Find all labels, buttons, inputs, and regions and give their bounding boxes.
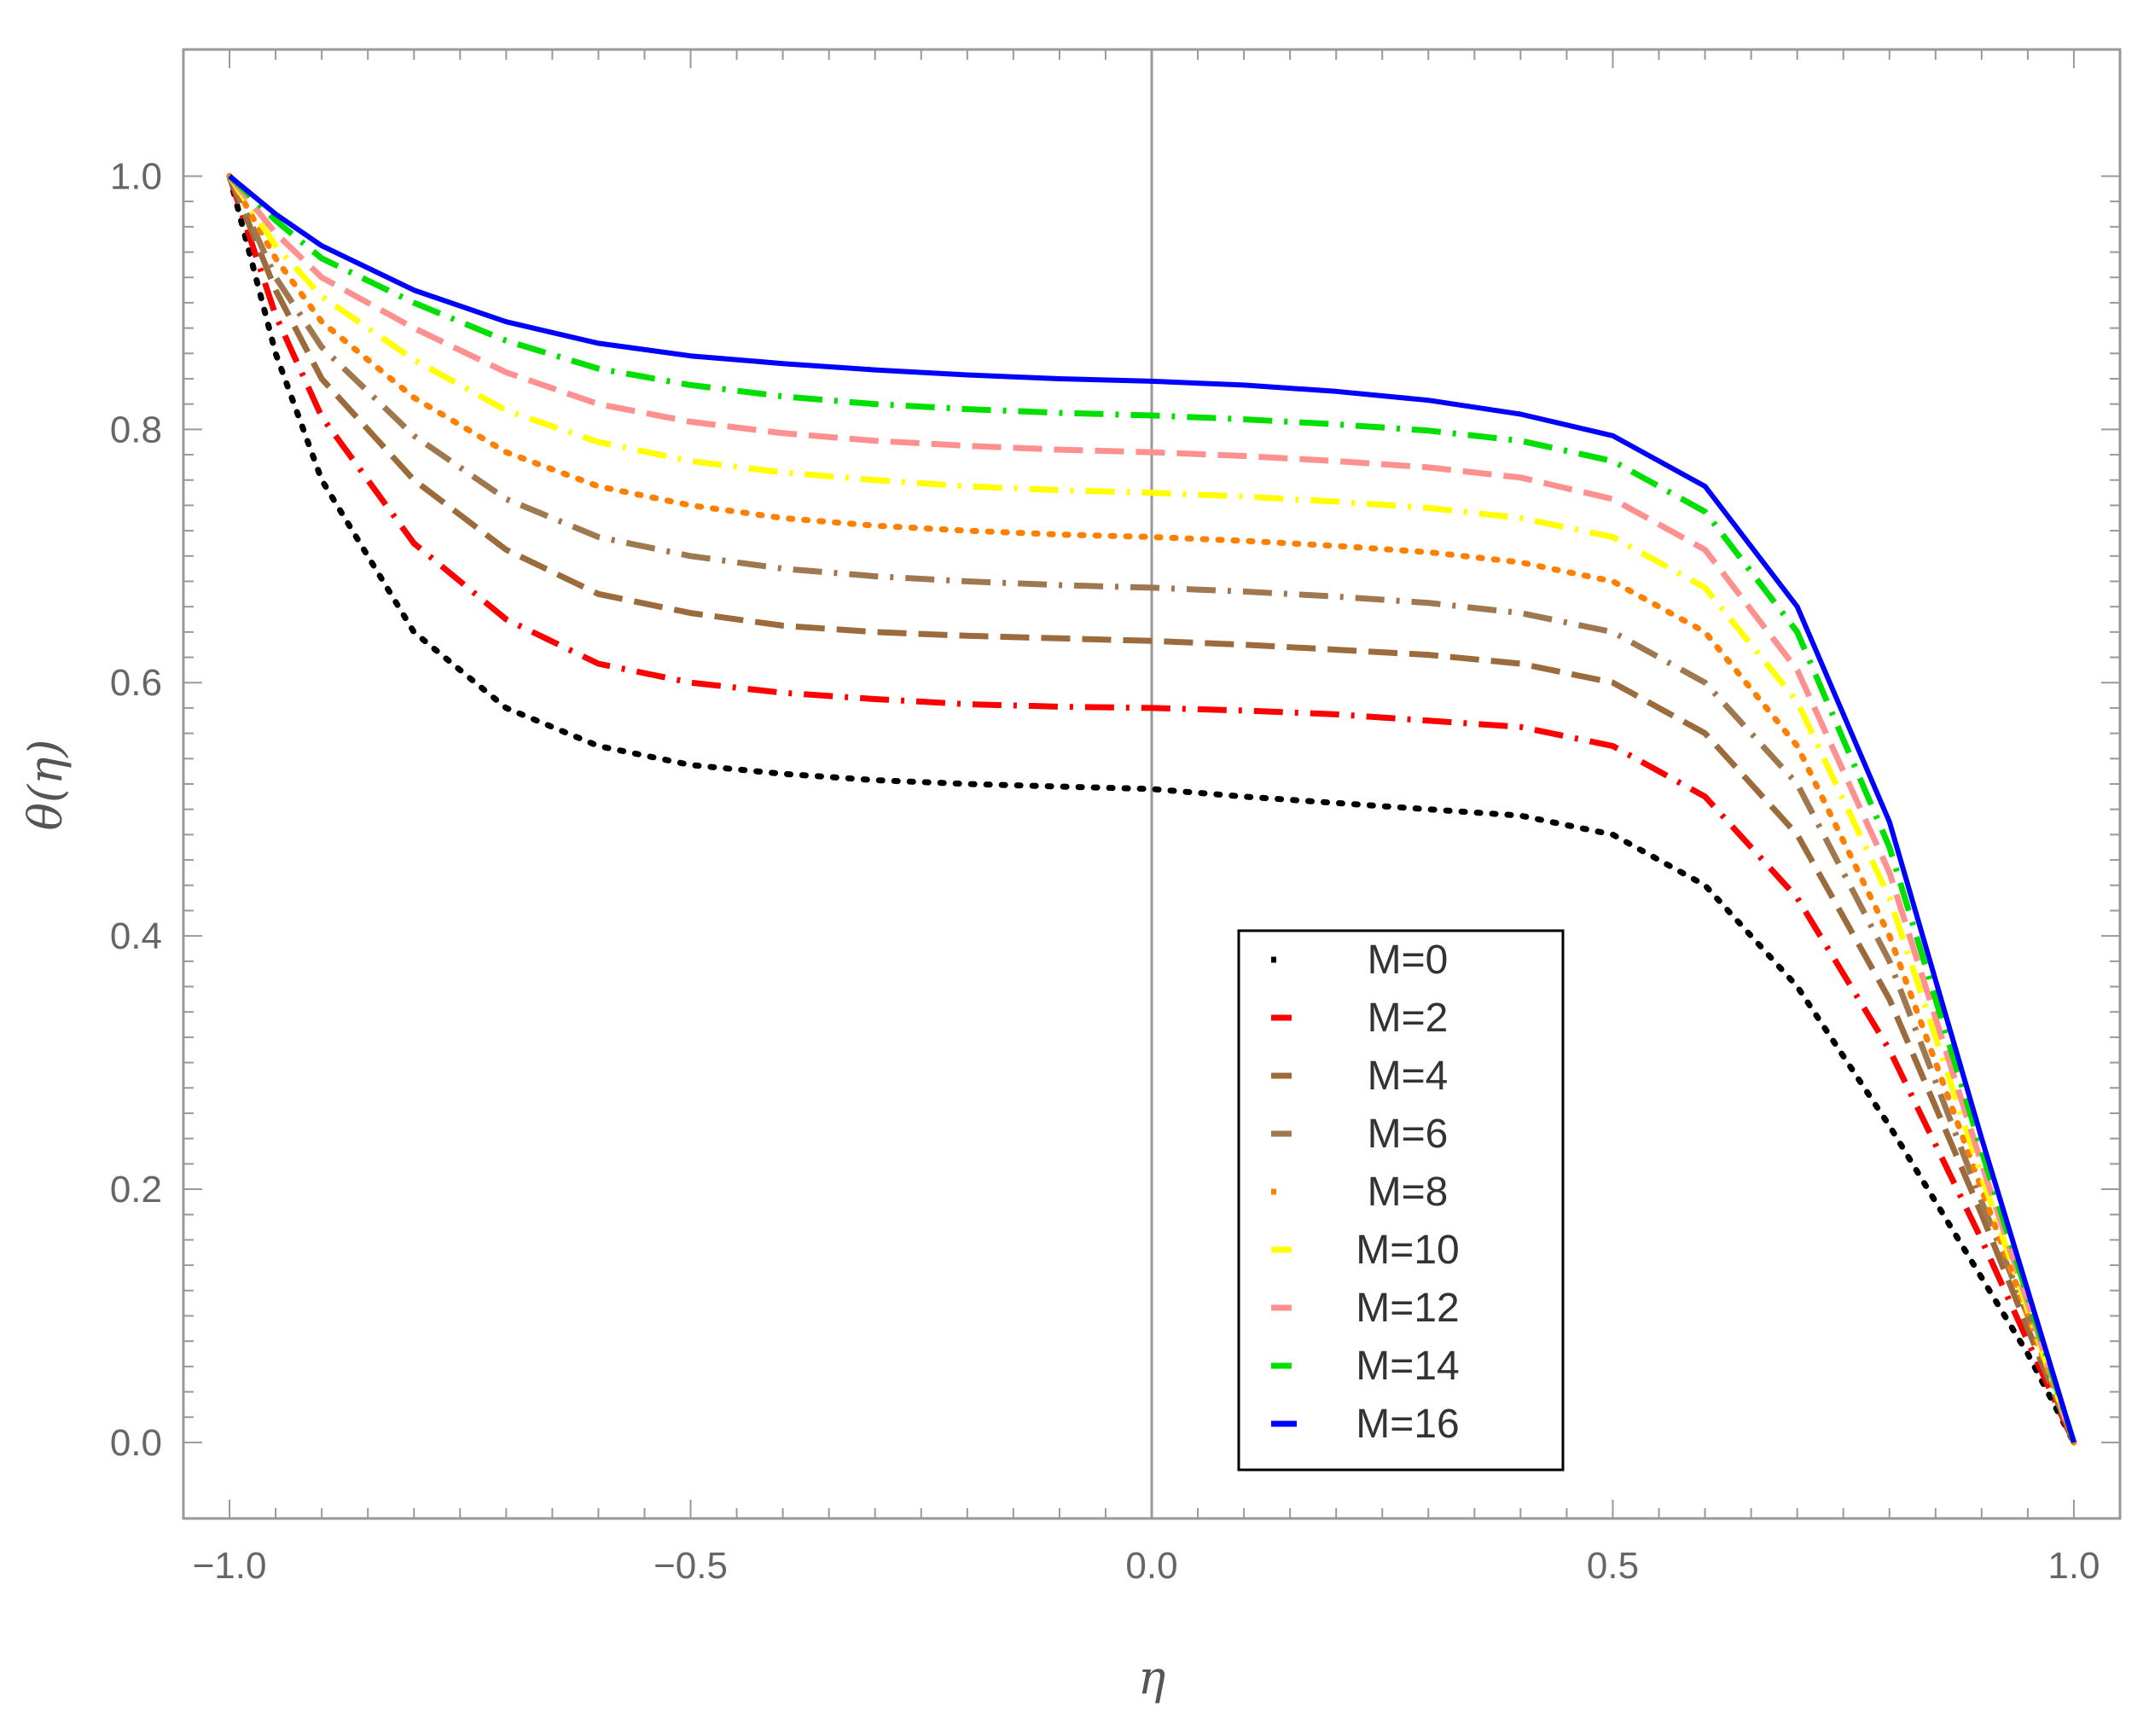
y-tick-label: 0.6 [110, 662, 162, 704]
series-line-M=12 [227, 174, 2077, 1444]
ticks [183, 49, 2120, 1518]
y-tick-label: 1.0 [110, 155, 162, 197]
y-axis-title: θ(η) [19, 740, 73, 831]
y-tick-labels: 0.0 0.2 0.4 0.6 0.8 1.0 [110, 155, 162, 1463]
y-tick-label: 0.8 [110, 409, 162, 450]
series-line-M=0 [226, 172, 2077, 1446]
series-line-M=4 [226, 175, 2077, 1444]
x-tick-label: 1.0 [2047, 1545, 2100, 1587]
legend-label: M=2 [1368, 996, 1449, 1041]
legend-label: M=8 [1368, 1170, 1449, 1215]
legend-label: M=14 [1356, 1344, 1459, 1389]
series-line-M=6 [226, 174, 2077, 1444]
x-tick-label: 0.0 [1125, 1545, 1177, 1587]
legend-label: M=0 [1368, 938, 1449, 983]
series-group [226, 172, 2077, 1446]
legend: M=0 M=2 M=4 M=6 M=8 M=10 M=12 M=14 M=16 [1237, 929, 1565, 1472]
y-tick-label: 0.2 [110, 1169, 162, 1211]
legend-box [1237, 929, 1565, 1472]
x-tick-label: −1.0 [193, 1545, 267, 1587]
legend-label: M=4 [1368, 1054, 1449, 1099]
y-tick-label: 0.4 [110, 915, 162, 957]
x-tick-labels: −1.0 −0.5 0.0 0.5 1.0 [193, 1545, 2100, 1587]
y-tick-label: 0.0 [110, 1422, 162, 1464]
legend-label: M=16 [1356, 1402, 1459, 1447]
x-axis-title: η [1138, 1651, 1165, 1704]
legend-label: M=10 [1356, 1228, 1459, 1273]
x-tick-label: −0.5 [653, 1545, 728, 1587]
series-line-M=2 [226, 175, 2077, 1444]
legend-label: M=6 [1368, 1112, 1449, 1157]
legend-label: M=12 [1356, 1286, 1459, 1331]
series-line-M=16 [228, 174, 2076, 1443]
series-line-M=10 [227, 174, 2077, 1444]
series-line-M=8 [226, 172, 2077, 1446]
x-tick-label: 0.5 [1587, 1545, 1639, 1587]
series-line-M=14 [227, 173, 2077, 1443]
